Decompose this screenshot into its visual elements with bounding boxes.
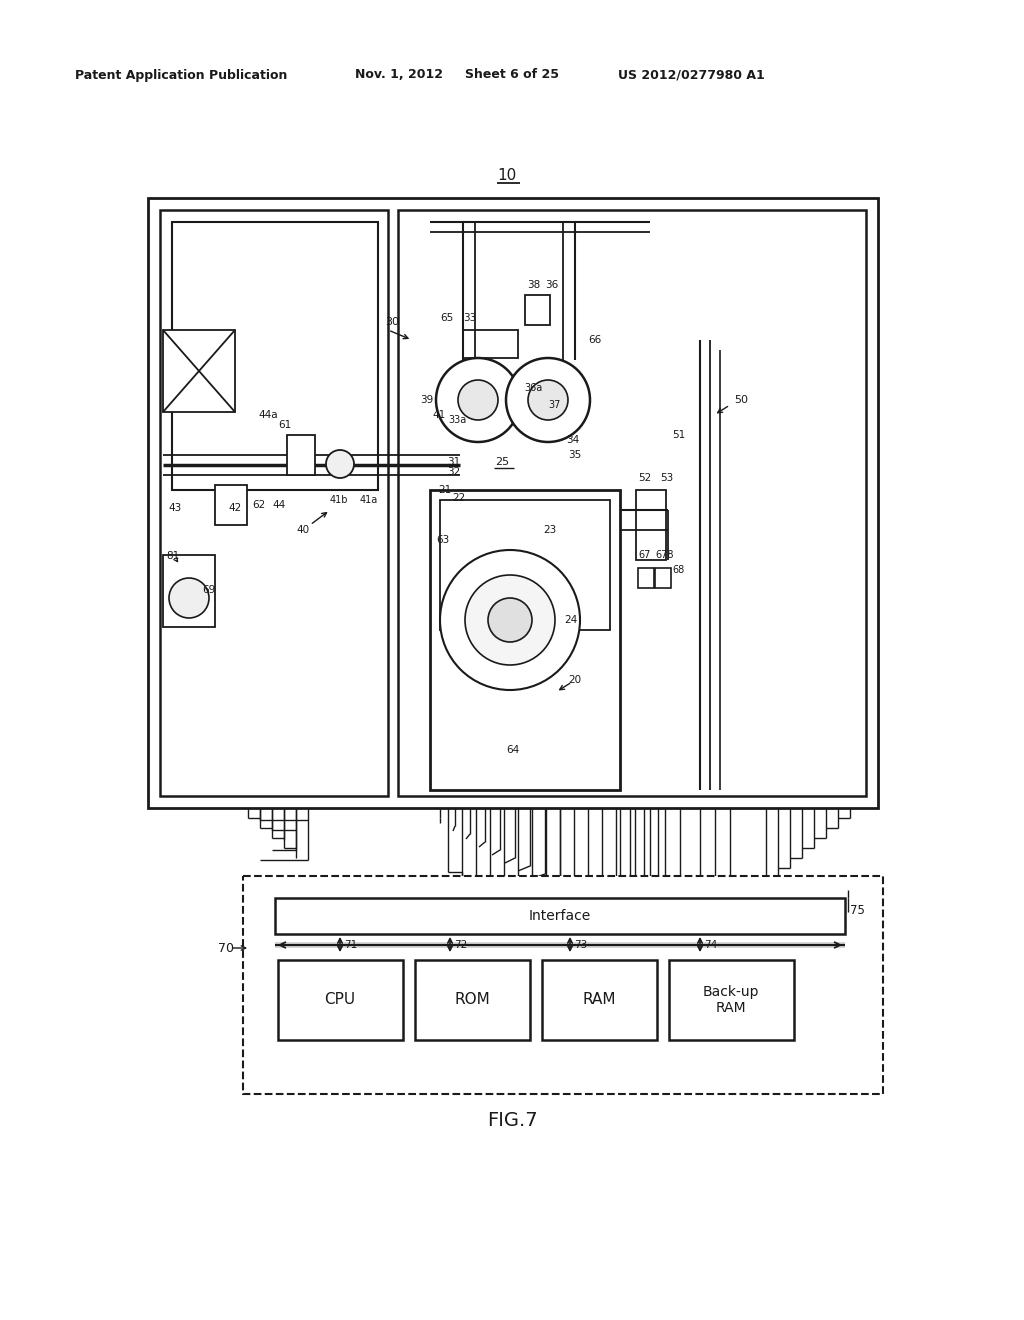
Bar	[172, 222, 378, 490]
Bar	[275, 898, 845, 935]
Bar	[638, 568, 654, 587]
Text: 70: 70	[218, 941, 234, 954]
Text: Nov. 1, 2012: Nov. 1, 2012	[355, 69, 443, 82]
Circle shape	[458, 380, 498, 420]
Text: 39: 39	[420, 395, 433, 405]
Text: 32: 32	[447, 467, 460, 477]
Text: 36: 36	[545, 280, 558, 290]
Text: 30: 30	[385, 317, 399, 327]
Bar	[160, 210, 388, 796]
Text: 40: 40	[296, 525, 309, 535]
Text: 75: 75	[850, 903, 865, 916]
Text: 64: 64	[506, 744, 519, 755]
Text: 33: 33	[463, 313, 476, 323]
Bar	[669, 960, 794, 1040]
Circle shape	[169, 578, 209, 618]
Circle shape	[436, 358, 520, 442]
Text: 53: 53	[660, 473, 673, 483]
Text: Patent Application Publication: Patent Application Publication	[75, 69, 288, 82]
Text: 43: 43	[168, 503, 181, 513]
Text: 38: 38	[527, 280, 541, 290]
Text: 52: 52	[638, 473, 651, 483]
Bar	[398, 210, 866, 796]
Text: 36a: 36a	[524, 383, 543, 393]
Text: 678: 678	[655, 550, 674, 560]
Text: Interface: Interface	[528, 909, 591, 923]
Text: 22: 22	[452, 492, 465, 503]
Text: 41b: 41b	[330, 495, 348, 506]
Bar	[440, 500, 610, 630]
Text: 10: 10	[498, 169, 517, 183]
Text: 68: 68	[672, 565, 684, 576]
Bar	[243, 876, 883, 1094]
Bar	[525, 294, 550, 325]
Bar	[287, 436, 315, 475]
Circle shape	[326, 450, 354, 478]
Text: FIG.7: FIG.7	[486, 1110, 538, 1130]
Text: 21: 21	[438, 484, 452, 495]
Bar	[148, 198, 878, 808]
Text: US 2012/0277980 A1: US 2012/0277980 A1	[618, 69, 765, 82]
Text: 41: 41	[432, 411, 445, 420]
Text: 51: 51	[672, 430, 685, 440]
Text: 44a: 44a	[258, 411, 278, 420]
Text: 33a: 33a	[449, 414, 466, 425]
Text: 62: 62	[252, 500, 265, 510]
Text: 74: 74	[705, 940, 717, 950]
Bar	[542, 960, 657, 1040]
Text: 24: 24	[564, 615, 578, 624]
Text: 66: 66	[588, 335, 601, 345]
Text: Sheet 6 of 25: Sheet 6 of 25	[465, 69, 559, 82]
Bar	[463, 330, 518, 358]
Bar	[415, 960, 530, 1040]
Bar	[430, 490, 620, 789]
Text: CPU: CPU	[325, 993, 355, 1007]
Text: RAM: RAM	[583, 993, 615, 1007]
Text: ROM: ROM	[454, 993, 489, 1007]
Circle shape	[465, 576, 555, 665]
Text: 69: 69	[202, 585, 215, 595]
Bar	[636, 490, 666, 560]
Circle shape	[488, 598, 532, 642]
Text: 37: 37	[548, 400, 560, 411]
Circle shape	[528, 380, 568, 420]
Text: 44: 44	[272, 500, 286, 510]
Text: 73: 73	[574, 940, 587, 950]
Circle shape	[506, 358, 590, 442]
Bar	[278, 960, 403, 1040]
Text: 20: 20	[568, 675, 582, 685]
Bar	[163, 554, 215, 627]
Text: 23: 23	[543, 525, 556, 535]
Text: 41a: 41a	[360, 495, 378, 506]
Text: 35: 35	[568, 450, 582, 459]
Text: 65: 65	[440, 313, 454, 323]
Bar	[215, 484, 247, 525]
Text: 25: 25	[495, 457, 509, 467]
Bar	[163, 330, 234, 412]
Text: 50: 50	[734, 395, 748, 405]
Text: 71: 71	[344, 940, 357, 950]
Text: 61: 61	[278, 420, 291, 430]
Circle shape	[440, 550, 580, 690]
Text: 42: 42	[228, 503, 242, 513]
Text: 81: 81	[166, 550, 179, 561]
Bar	[655, 568, 671, 587]
Text: Back-up
RAM: Back-up RAM	[702, 985, 759, 1015]
Text: 67: 67	[638, 550, 650, 560]
Text: 72: 72	[454, 940, 467, 950]
Text: 34: 34	[566, 436, 580, 445]
Text: 31: 31	[447, 457, 460, 467]
Text: 63: 63	[436, 535, 450, 545]
